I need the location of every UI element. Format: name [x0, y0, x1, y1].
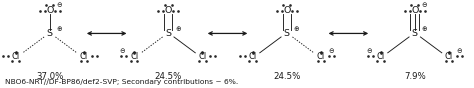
Text: Cl: Cl: [80, 52, 88, 61]
Text: ⊕: ⊕: [293, 26, 299, 32]
Text: O: O: [283, 6, 291, 15]
Text: 24.5%: 24.5%: [155, 72, 182, 81]
Text: ⊖: ⊖: [328, 48, 334, 54]
Text: O: O: [411, 6, 419, 15]
Text: 7.9%: 7.9%: [404, 72, 426, 81]
Text: Cl: Cl: [317, 52, 325, 61]
Text: Cl: Cl: [248, 52, 257, 61]
Text: Cl: Cl: [376, 52, 385, 61]
Text: Cl: Cl: [130, 52, 138, 61]
Text: S: S: [47, 29, 53, 38]
Text: Cl: Cl: [198, 52, 207, 61]
Text: S: S: [412, 29, 418, 38]
Text: ⊖: ⊖: [456, 48, 462, 54]
Text: O: O: [46, 6, 54, 15]
Text: 37.0%: 37.0%: [36, 72, 64, 81]
Text: 24.5%: 24.5%: [273, 72, 301, 81]
Text: ⊕: ⊕: [175, 26, 181, 32]
Text: ⊖: ⊖: [56, 2, 62, 8]
Text: ⊕: ⊕: [56, 26, 62, 32]
Text: S: S: [165, 29, 171, 38]
Text: ⊖: ⊖: [366, 48, 372, 54]
Text: NBO6-NRT//DF-BP86/def2-SVP; Secondary contributions ~ 6%.: NBO6-NRT//DF-BP86/def2-SVP; Secondary co…: [5, 79, 238, 85]
Text: ⊖: ⊖: [119, 48, 125, 54]
Text: Cl: Cl: [11, 52, 20, 61]
Text: Cl: Cl: [445, 52, 453, 61]
Text: ⊕: ⊕: [421, 26, 427, 32]
Text: S: S: [284, 29, 290, 38]
Text: O: O: [164, 6, 172, 15]
Text: ⊖: ⊖: [421, 2, 427, 8]
